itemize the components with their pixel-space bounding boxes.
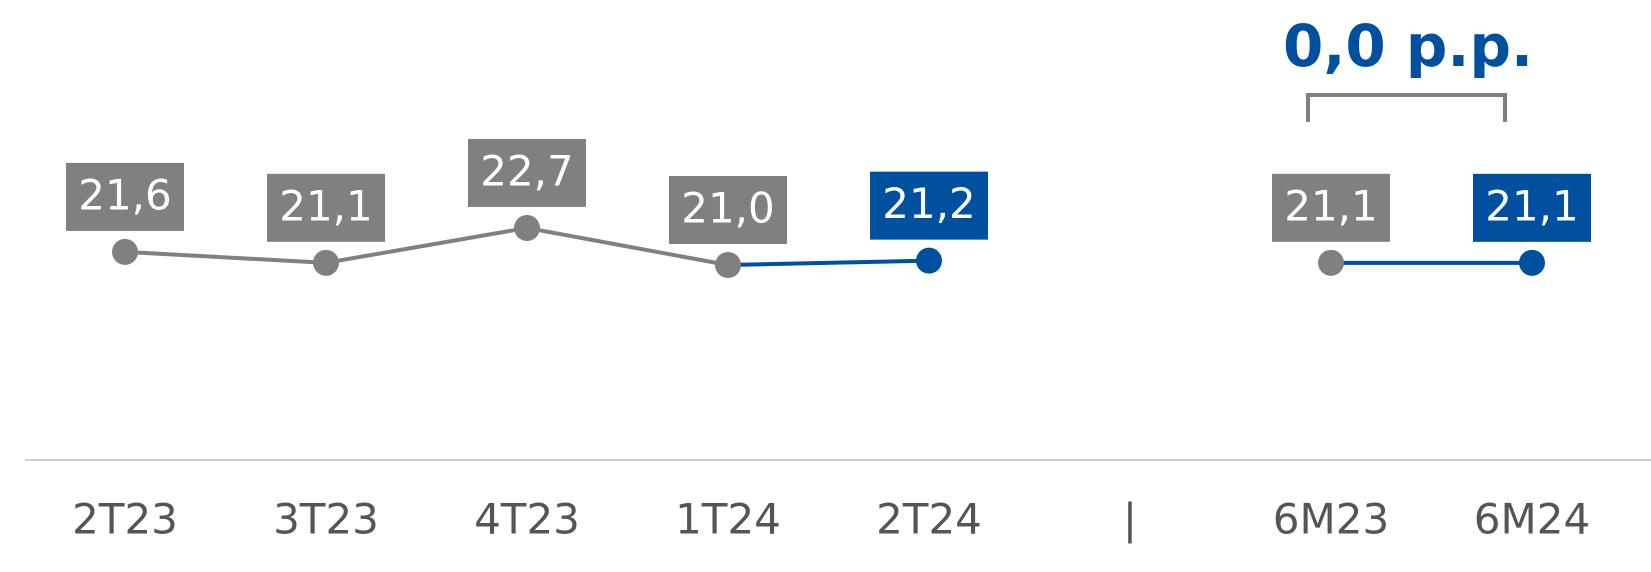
label-box [669,176,787,244]
x-tick-label: | [1123,495,1137,544]
annotation: 0,0 p.p. [1283,12,1533,80]
point [1318,249,1344,276]
x-tick-label: 6M24 [1474,495,1590,544]
x-tick-label: 4T23 [474,495,580,544]
x-tick-label: 1T24 [675,495,781,544]
value-label: 21,0 [681,184,775,233]
bracket [1306,93,1507,122]
line-segment [124,249,327,265]
x-tick-label: 3T23 [273,495,379,544]
label-box [267,173,385,242]
value-label: 21,6 [78,170,172,219]
x-tick-label: 2T23 [72,495,178,544]
x-tick-label: 6M23 [1273,495,1389,544]
label-box [1473,173,1591,242]
label-box [66,162,184,231]
value-label: 22,7 [480,146,574,195]
point [1519,249,1545,276]
value-label: 21,1 [1284,181,1378,230]
point [916,247,942,274]
x-tick-label: 2T24 [876,495,982,544]
line-segment [526,225,729,267]
label-box [870,171,988,240]
point [514,214,540,241]
label-box [468,138,586,207]
label-box [1272,173,1390,242]
point [715,252,741,278]
value-label: 21,1 [279,181,373,230]
value-label: 21,1 [1485,181,1579,230]
line-segment [727,258,930,267]
value-label: 21,2 [882,179,976,228]
line-segment [325,225,528,265]
point [313,249,339,276]
point [112,238,138,265]
